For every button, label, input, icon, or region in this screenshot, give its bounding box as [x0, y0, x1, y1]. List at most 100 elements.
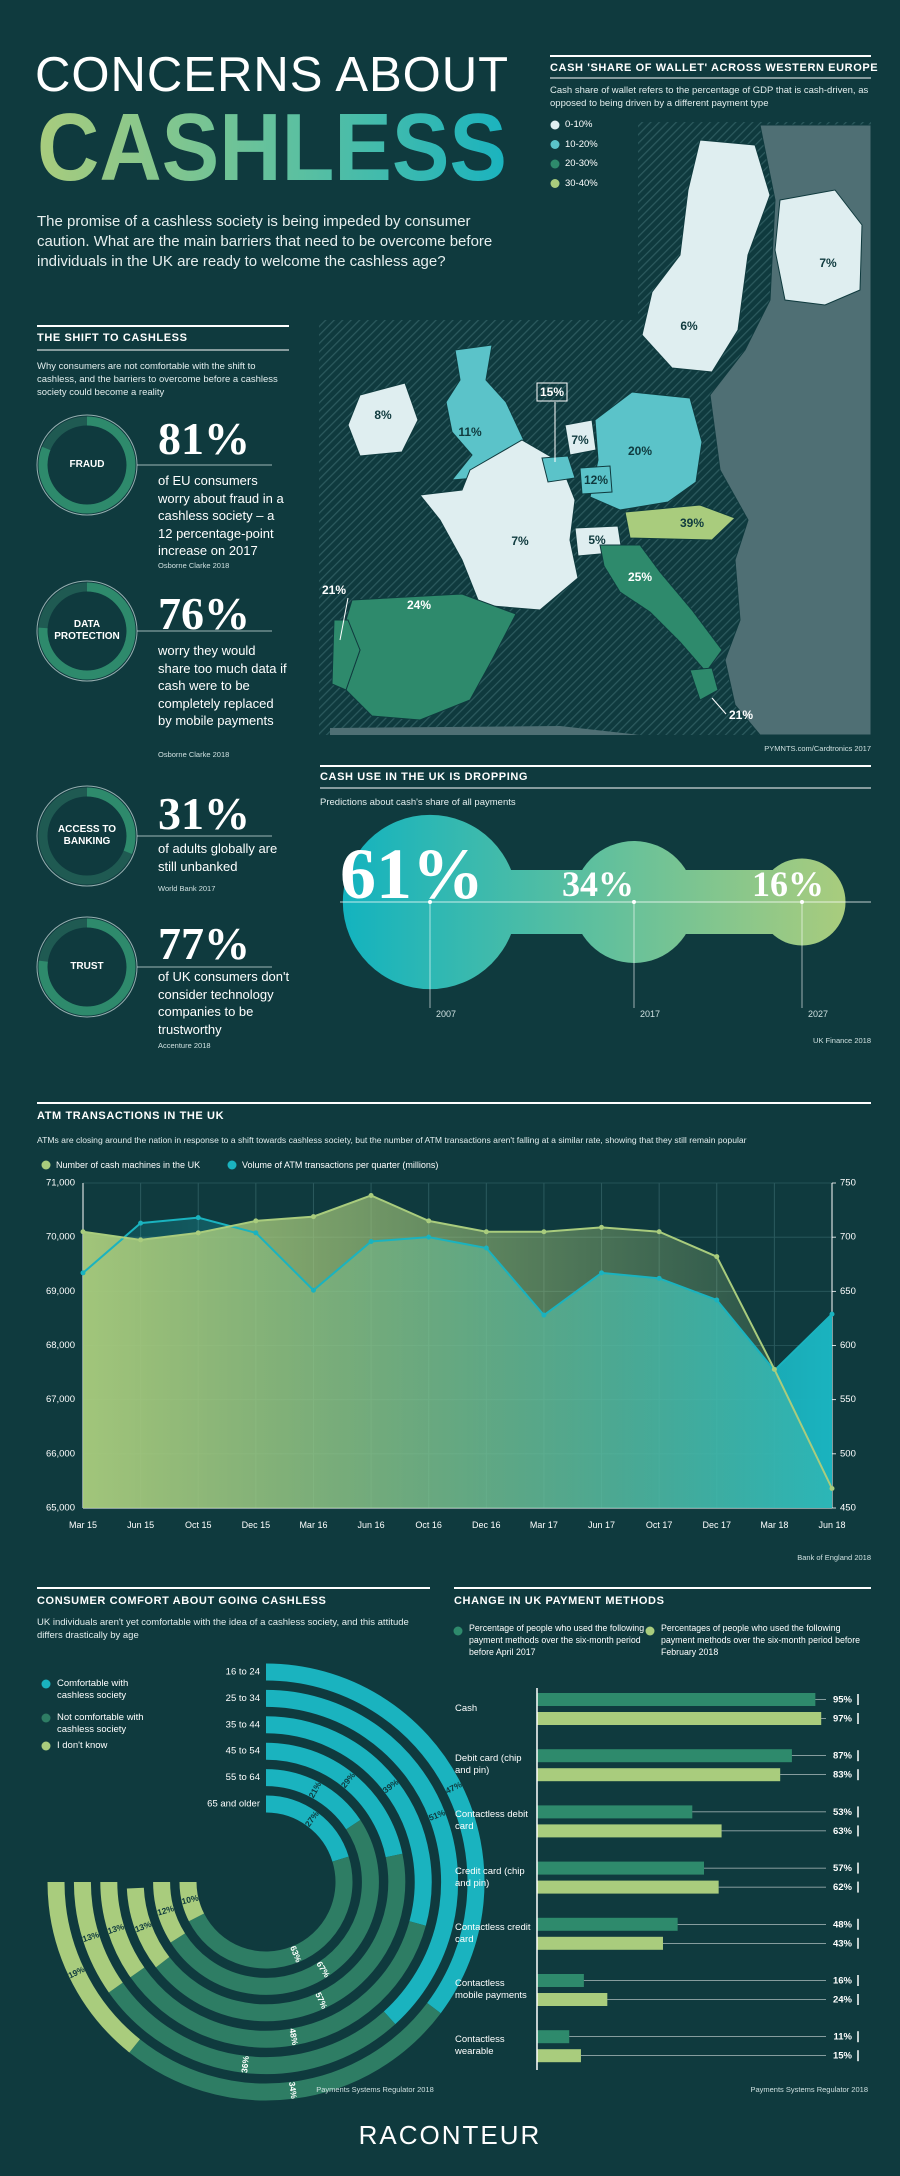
y2-tick-label: 450 — [840, 1503, 856, 1514]
map-label: 20% — [628, 444, 652, 458]
point — [253, 1230, 259, 1236]
legend-swatch — [550, 140, 560, 149]
x-tick-label: Oct 17 — [645, 1520, 673, 1530]
value-label: 97% — [833, 1714, 853, 1725]
line — [82, 1194, 833, 1489]
ring-segment — [100, 1881, 145, 1978]
bar — [537, 1749, 792, 1763]
category-label: Contactless credit card — [455, 1921, 531, 1945]
legend-swatch — [41, 1713, 51, 1723]
y-tick-label: 70,000 — [46, 1232, 75, 1243]
point — [541, 1312, 547, 1318]
title-line-1: CONCERNS ABOUT — [35, 48, 510, 102]
point — [599, 1270, 605, 1276]
legend-label: Number of cash machines in the UK — [56, 1160, 201, 1170]
map-label: 39% — [680, 516, 704, 530]
ring-segment — [130, 1921, 426, 2048]
point — [138, 1220, 144, 1226]
category-label: Credit card (chip and pin) — [455, 1865, 525, 1889]
category-label: Contactless mobile payments — [455, 1978, 527, 2001]
x-tick-label: Dec 15 — [241, 1520, 271, 1530]
country — [624, 504, 736, 541]
year-dot — [428, 900, 432, 904]
value-label: 57% — [833, 1863, 853, 1874]
value-label: 16% — [833, 1976, 853, 1987]
y2-tick-label: 550 — [840, 1394, 856, 1405]
legend-label: 30-40% — [565, 177, 598, 189]
stat-label: ACCESS TO BANKING — [57, 824, 117, 847]
legend-swatch — [41, 1679, 51, 1689]
point — [426, 1218, 432, 1224]
map-label: 25% — [628, 570, 652, 584]
legend-swatch — [550, 159, 560, 169]
category-label: 45 to 54 — [226, 1746, 260, 1757]
point — [714, 1297, 720, 1303]
map-label: 15% — [540, 385, 564, 399]
legend-swatch — [550, 179, 560, 188]
point — [829, 1486, 835, 1491]
legend-label: Comfortable with cashless society — [57, 1678, 129, 1701]
y2-tick-label: 650 — [840, 1286, 856, 1297]
legend-swatch — [453, 1626, 463, 1636]
point — [138, 1237, 144, 1243]
ring-segment — [265, 1742, 403, 1858]
map-label: 8% — [374, 408, 392, 422]
line — [82, 1216, 833, 1372]
y2-tick-label: 700 — [840, 1232, 856, 1243]
year-label: 2017 — [640, 1009, 661, 1019]
map-label: 21% — [729, 708, 753, 722]
section-title: THE SHIFT TO CASHLESS — [37, 332, 188, 344]
point — [599, 1224, 605, 1230]
ring-segment — [179, 1881, 205, 1922]
ring-segment — [153, 1881, 186, 1943]
y-tick-label: 66,000 — [46, 1448, 75, 1459]
x-tick-label: Mar 17 — [529, 1520, 558, 1530]
category-label: 55 to 64 — [226, 1772, 260, 1783]
stat-text: of adults globally are still unbanked — [158, 841, 278, 874]
category-label: Cash — [455, 1703, 478, 1714]
value-label: 87% — [833, 1751, 853, 1762]
bar — [537, 1917, 678, 1931]
ring-segment — [73, 1881, 123, 1993]
value-label: 61% — [340, 834, 484, 914]
ring-segment — [265, 1716, 432, 1926]
point — [195, 1230, 201, 1236]
intro: The promise of a cashless society is bei… — [37, 213, 493, 270]
country — [564, 419, 597, 456]
point — [656, 1229, 662, 1235]
segment-label: 48% — [287, 2027, 300, 2046]
ring-arc — [38, 582, 136, 680]
bar — [537, 1712, 822, 1725]
ring-segment — [108, 1982, 396, 2075]
x-tick-label: Oct 15 — [184, 1520, 212, 1530]
segment-label: 12% — [156, 1903, 176, 1917]
legend-swatch — [550, 120, 560, 130]
legend-label: Not comfortable with cashless society — [57, 1712, 144, 1735]
chart-subtitle: Predictions about cash's share of all pa… — [320, 797, 516, 808]
x-tick-label: Jun 16 — [357, 1520, 385, 1530]
country — [641, 139, 771, 373]
ring-segment — [265, 1769, 361, 1830]
leader-line — [711, 697, 727, 715]
x-tick-label: Jun 18 — [818, 1520, 846, 1530]
bar — [537, 1936, 663, 1950]
point — [253, 1218, 259, 1224]
stat-value: 76% — [158, 588, 250, 639]
category-label: Contactless debit card — [455, 1809, 528, 1833]
bar — [537, 2049, 581, 2063]
point — [483, 1245, 489, 1251]
x-tick-label: Oct 16 — [415, 1520, 442, 1530]
segment-label: 10% — [181, 1893, 200, 1907]
stat-source: Osborne Clarke 2018 — [158, 561, 230, 570]
point — [80, 1270, 86, 1276]
value-label: 63% — [833, 1826, 853, 1837]
legend-label: Percentages of people who used the follo… — [661, 1623, 861, 1657]
legend-label: 0-10% — [565, 119, 593, 130]
legend-label: Volume of ATM transactions per quarter (… — [242, 1160, 439, 1170]
map-description: Cash share of wallet refers to the perce… — [550, 85, 869, 109]
stat-label: DATA PROTECTION — [54, 619, 120, 642]
value-label: 16% — [752, 864, 824, 904]
legend-label: Percentage of people who used the follow… — [469, 1623, 645, 1657]
legend-label: 10-20% — [565, 138, 598, 150]
segment-label: 34% — [287, 2081, 299, 2100]
